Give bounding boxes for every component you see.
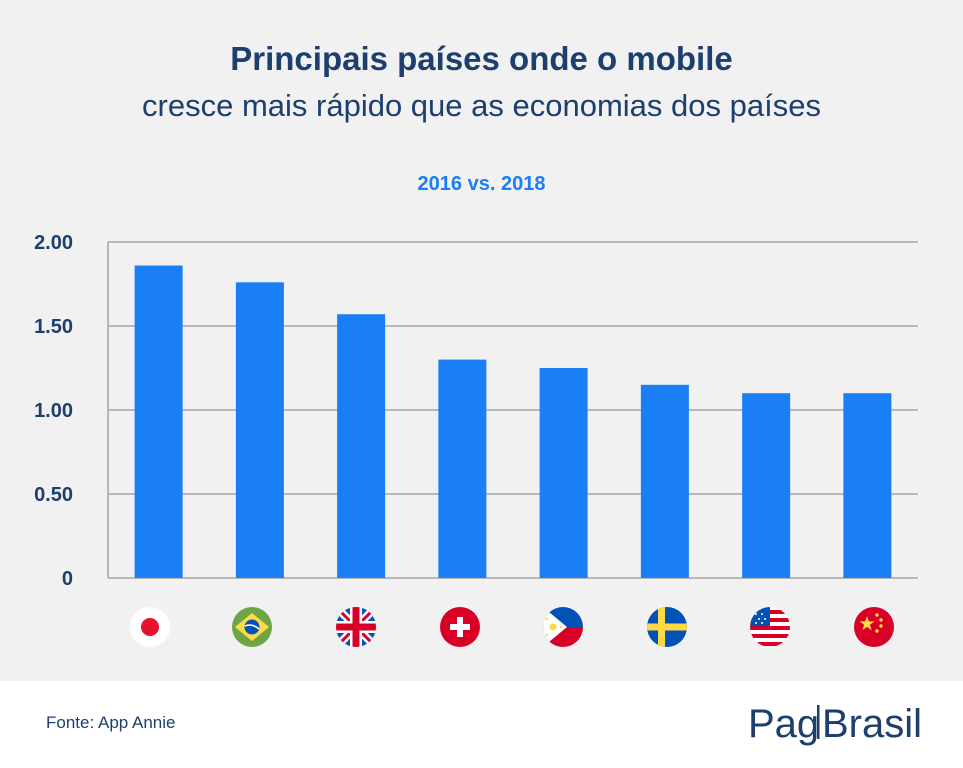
sweden-flag [647, 607, 687, 647]
bar-usa [742, 393, 791, 578]
bar-china [843, 393, 892, 578]
chart-subtitle: cresce mais rápido que as economias dos … [142, 88, 821, 123]
logo-text-pag: Pag [748, 702, 819, 746]
uk-flag [336, 607, 376, 647]
bar-switzerland [438, 359, 487, 578]
chart-period: 2016 vs. 2018 [417, 173, 546, 195]
y-tick-label: 0.50 [34, 484, 73, 506]
bar-sweden [640, 384, 689, 578]
china-flag [854, 607, 894, 647]
y-tick-label: 2.00 [34, 232, 73, 254]
switzerland-flag [440, 607, 480, 647]
y-tick-label: 1.50 [34, 316, 73, 338]
pagbrasil-logo: Pag Brasil [748, 697, 928, 747]
y-tick-label: 1.00 [34, 400, 73, 422]
source-note: Fonte: App Annie [46, 713, 176, 732]
bar-japan [134, 265, 183, 578]
bar-chart: 0 0.50 1.00 1.50 2.00 [34, 232, 918, 647]
logo-text-brasil: Brasil [822, 702, 922, 746]
usa-flag [750, 607, 790, 647]
philippines-flag [543, 607, 583, 647]
chart-title: Principais países onde o mobile [230, 40, 733, 77]
y-tick-label: 0 [62, 568, 73, 590]
japan-flag [130, 607, 170, 647]
bar-uk [337, 314, 386, 578]
bar-philippines [539, 368, 588, 578]
bar-brazil [235, 282, 284, 578]
brazil-flag [232, 607, 272, 647]
